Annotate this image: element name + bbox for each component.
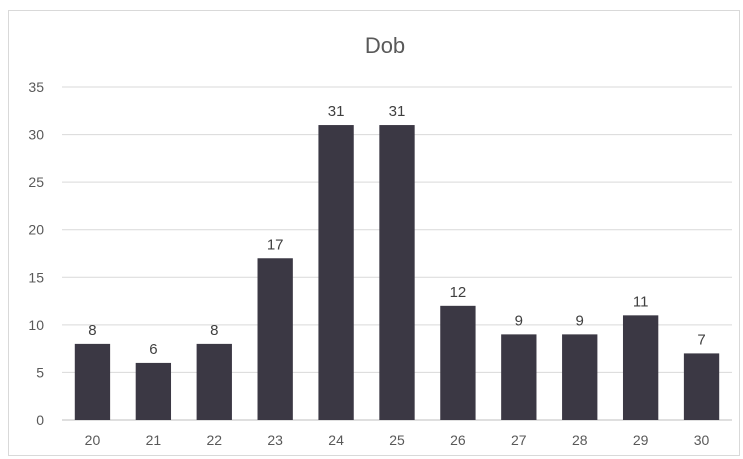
x-tick-label-20: 20 bbox=[85, 432, 101, 448]
y-tick-label-3: 15 bbox=[28, 269, 44, 285]
data-label-29: 11 bbox=[633, 293, 649, 310]
x-tick-label-22: 22 bbox=[206, 432, 222, 448]
data-label-23: 17 bbox=[267, 236, 284, 253]
bars bbox=[74, 125, 720, 421]
y-tick-label-6: 30 bbox=[28, 127, 44, 143]
y-tick-label-0: 0 bbox=[36, 412, 44, 428]
bar-29 bbox=[622, 315, 659, 420]
data-label-22: 8 bbox=[210, 322, 218, 339]
x-axis-ticks: 20 21 22 23 24 25 26 27 28 29 30 bbox=[85, 432, 710, 448]
y-tick-label-2: 10 bbox=[28, 317, 44, 333]
y-tick-label-7: 35 bbox=[28, 79, 44, 95]
chart-title: Dob bbox=[365, 33, 405, 58]
x-tick-label-28: 28 bbox=[572, 432, 588, 448]
x-tick-label-23: 23 bbox=[267, 432, 283, 448]
y-tick-label-5: 25 bbox=[28, 174, 44, 190]
chart-frame bbox=[8, 10, 740, 456]
x-tick-label-21: 21 bbox=[146, 432, 162, 448]
x-tick-label-29: 29 bbox=[633, 432, 649, 448]
data-labels: 8 6 8 17 31 31 12 9 9 11 7 bbox=[88, 103, 705, 358]
x-tick-label-27: 27 bbox=[511, 432, 527, 448]
data-label-27: 9 bbox=[515, 312, 523, 329]
bar-27 bbox=[501, 334, 537, 420]
bar-28 bbox=[562, 334, 598, 420]
y-axis-ticks: 0 5 10 15 20 25 30 35 bbox=[28, 79, 44, 428]
x-tick-label-26: 26 bbox=[450, 432, 466, 448]
bar-23 bbox=[257, 258, 293, 420]
data-label-26: 12 bbox=[450, 284, 467, 301]
bar-22 bbox=[196, 343, 232, 420]
data-label-20: 8 bbox=[88, 322, 96, 339]
data-label-30: 7 bbox=[697, 331, 705, 348]
bar-21 bbox=[135, 362, 172, 420]
bar-25 bbox=[379, 125, 415, 421]
bar-24 bbox=[318, 125, 354, 421]
data-label-25: 31 bbox=[389, 103, 406, 120]
x-tick-label-25: 25 bbox=[389, 432, 405, 448]
bar-30 bbox=[683, 353, 720, 420]
data-label-21: 6 bbox=[149, 341, 157, 358]
data-label-24: 31 bbox=[328, 103, 345, 120]
x-tick-label-30: 30 bbox=[694, 432, 710, 448]
bar-20 bbox=[74, 343, 111, 420]
y-tick-label-4: 20 bbox=[28, 222, 44, 238]
x-tick-label-24: 24 bbox=[328, 432, 344, 448]
bar-26 bbox=[440, 305, 476, 420]
data-label-28: 9 bbox=[576, 312, 584, 329]
y-tick-label-1: 5 bbox=[36, 364, 44, 380]
